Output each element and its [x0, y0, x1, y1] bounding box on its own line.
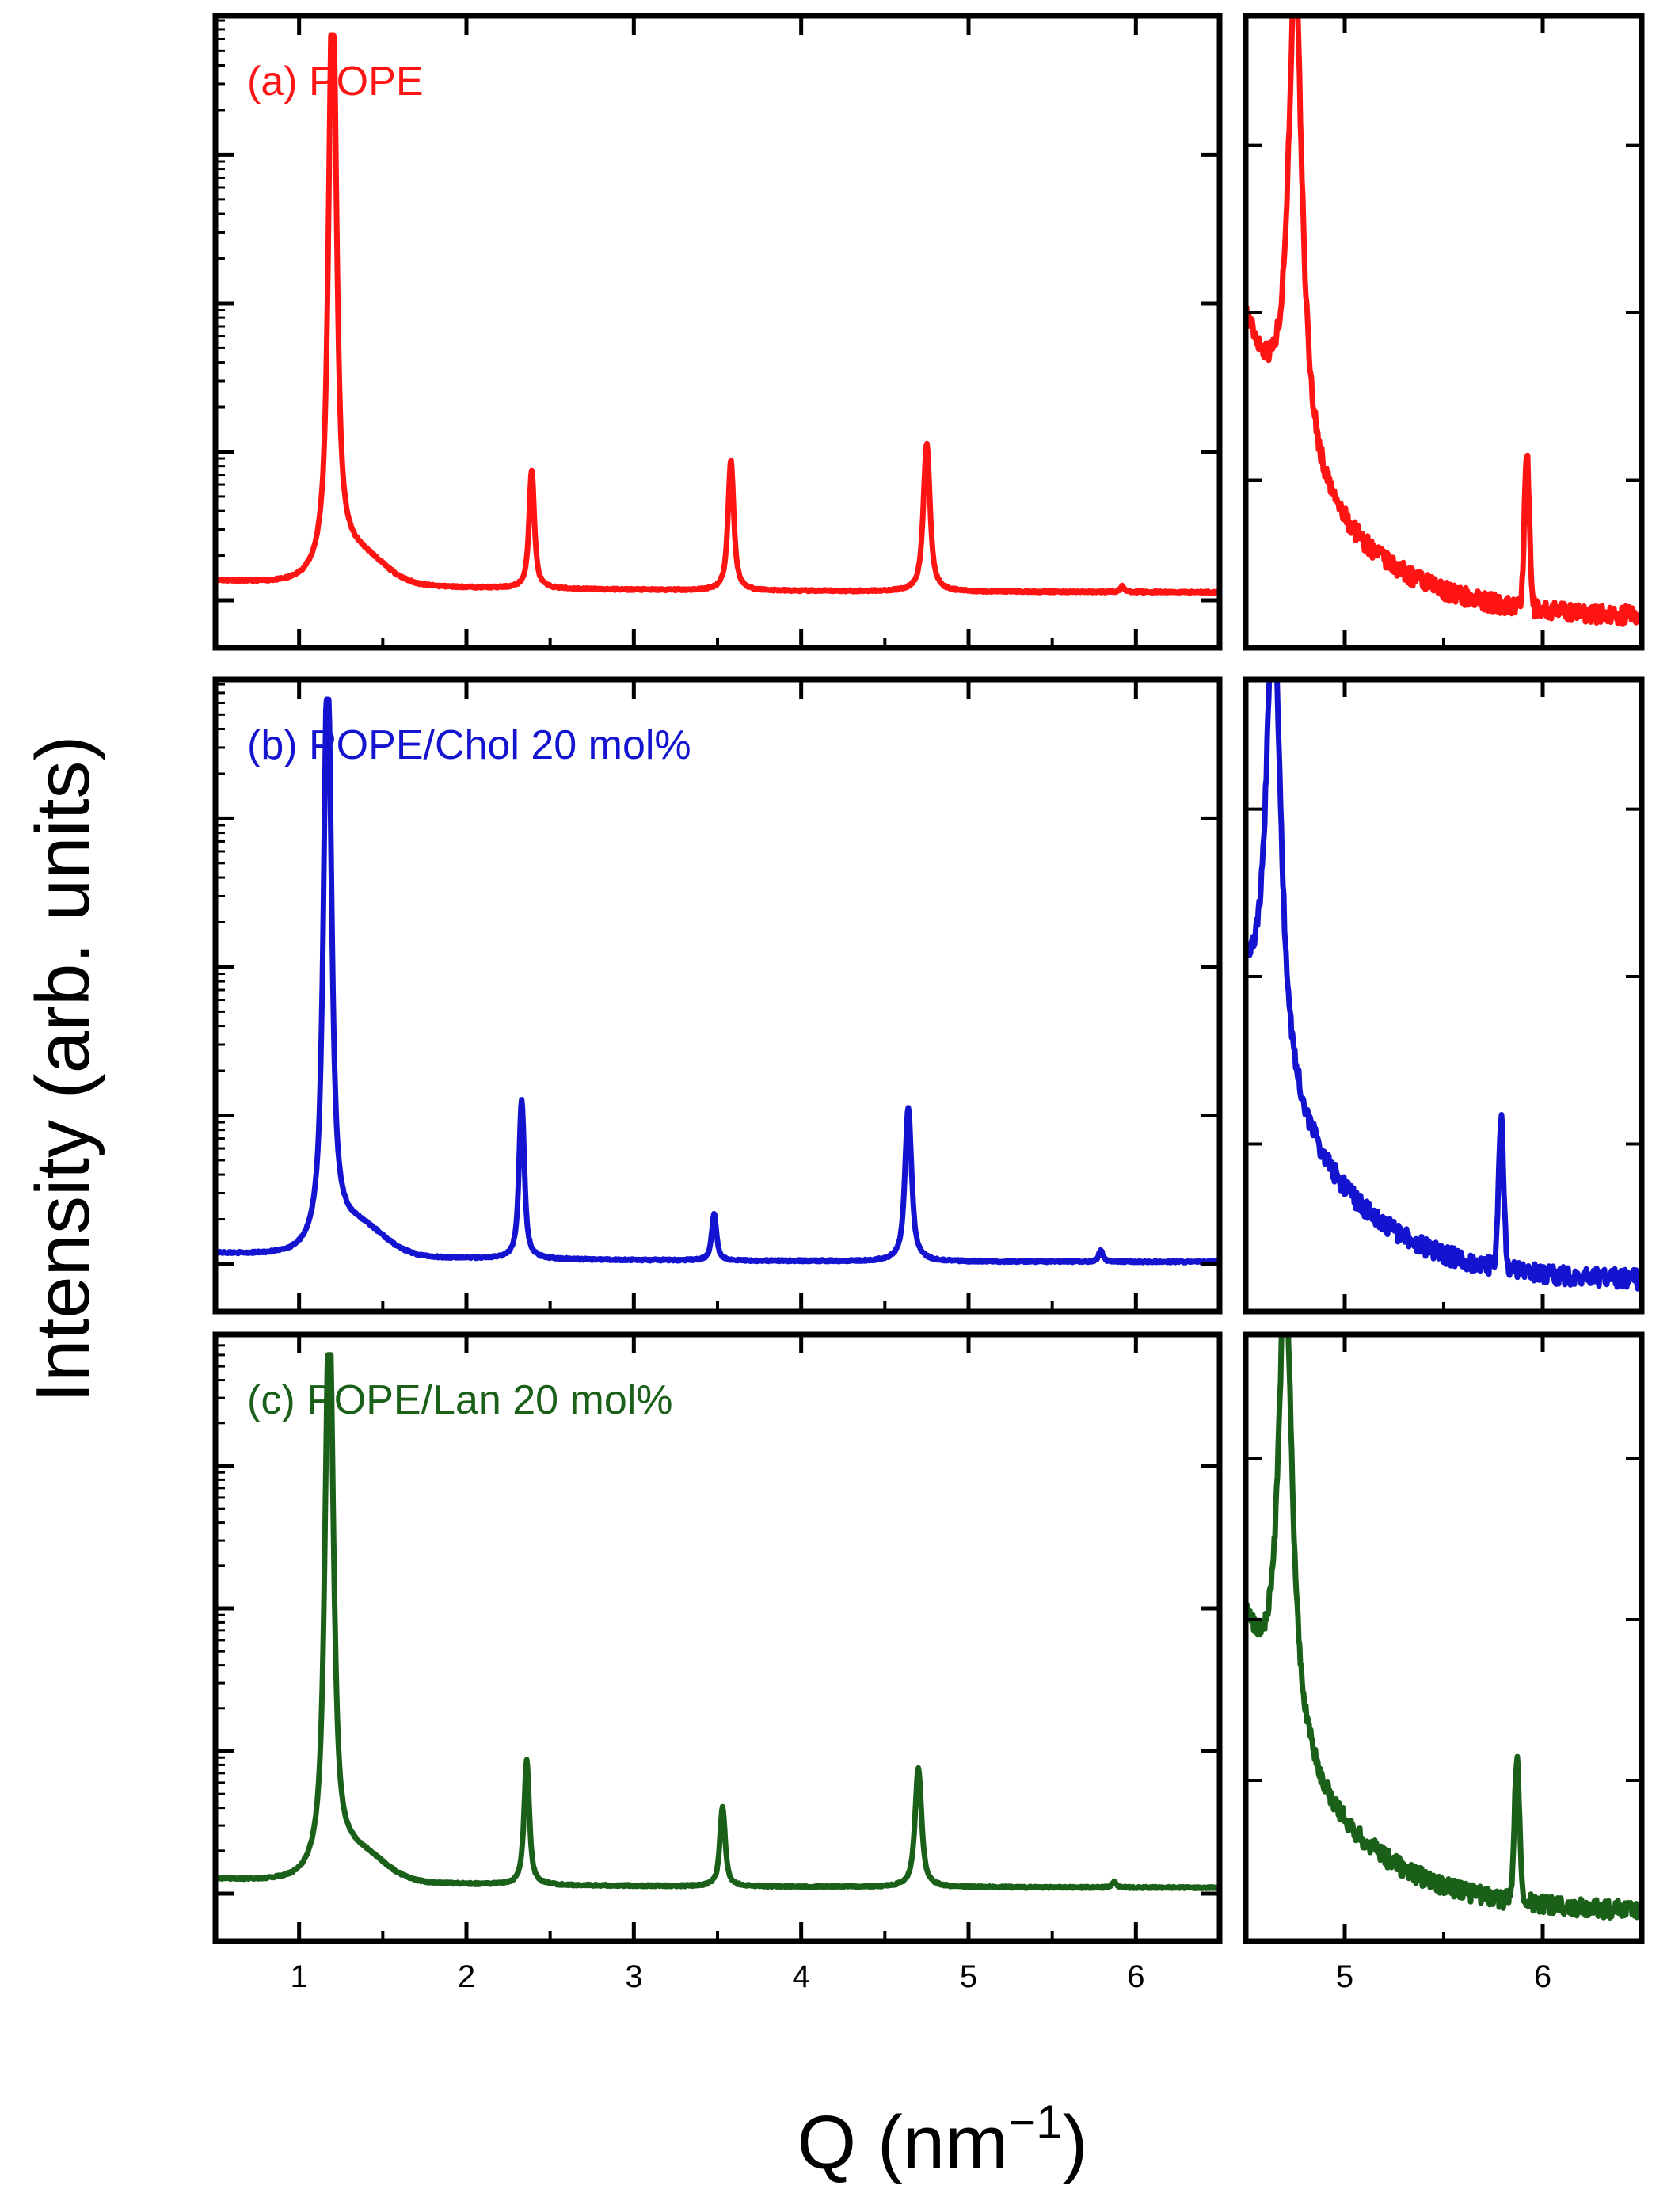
panel-label-b: (b) POPE/Chol 20 mol%: [247, 722, 691, 768]
x-tick-label: 2: [458, 1959, 475, 1994]
panel-inset-a: [1243, 13, 1645, 651]
panel-inset-b: [1243, 676, 1645, 1315]
inset-line-b: [1246, 680, 1642, 1292]
inset-line-c: [1246, 1334, 1642, 1921]
x-tick-label: 5: [960, 1959, 977, 1994]
panel-main-c: 1 2 3 4 5 6 (c) POPE/Lan 20 mol%: [212, 1331, 1223, 1994]
x-tick-label: 3: [625, 1959, 642, 1994]
x-axis-title: Q (nm−1): [797, 2096, 1087, 2185]
inset-frame-b: [1243, 676, 1645, 1315]
series-line-b: [212, 696, 1223, 1266]
y-axis-title: Intensity (arb. units): [21, 736, 105, 1403]
panel-main-a: (a) POPE: [212, 13, 1223, 651]
panel-label-c: (c) POPE/Lan 20 mol%: [247, 1377, 673, 1423]
panel-main-b: (b) POPE/Chol 20 mol%: [212, 676, 1223, 1315]
series-line-a: [212, 32, 1223, 596]
inset-line-a: [1246, 16, 1642, 627]
panel-frame-a: [212, 13, 1223, 651]
panel-label-a: (a) POPE: [247, 59, 424, 105]
inset-frame-a: [1243, 13, 1645, 651]
x-tick-label: 4: [793, 1959, 810, 1994]
x-tick-label: 1: [291, 1959, 308, 1994]
inset-x-tick-label: 6: [1534, 1959, 1551, 1994]
inset-frame-c: [1243, 1331, 1645, 1944]
panels: (a) POPE(b) POPE/Chol 20 mol%1 2 3 4 5 6(c) P…: [212, 13, 1645, 1994]
inset-x-tick-label: 5: [1336, 1959, 1353, 1994]
x-tick-label: 6: [1127, 1959, 1144, 1994]
series-line-c: [212, 1352, 1223, 1891]
